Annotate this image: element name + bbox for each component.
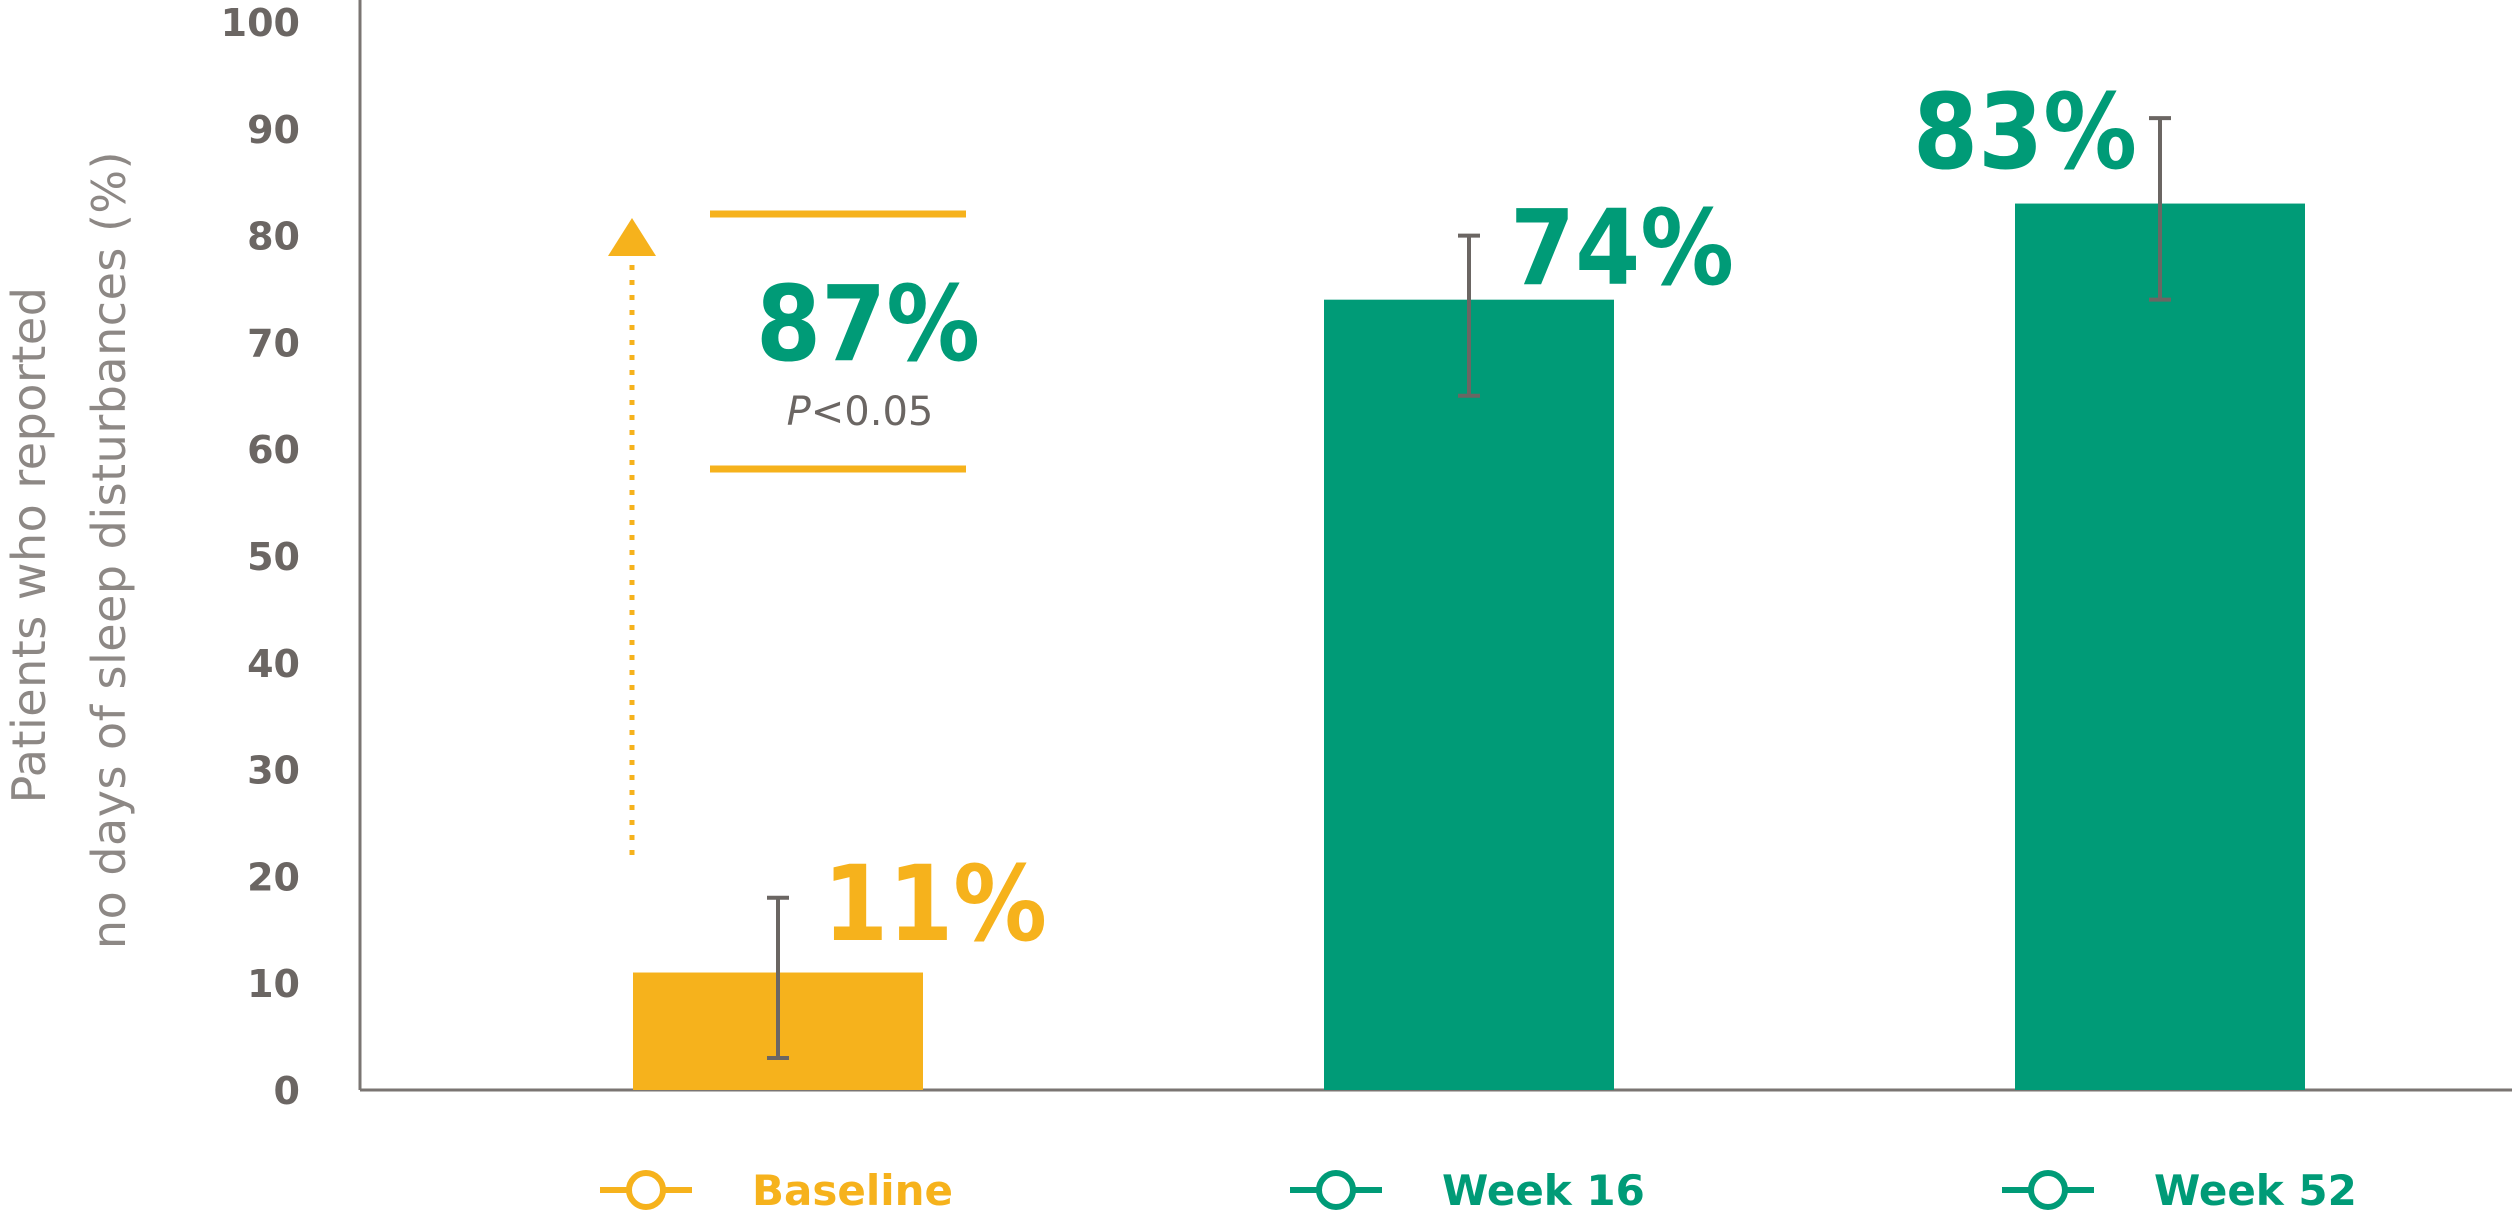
y-tick-label: 80 [247, 215, 300, 259]
legend-label: Week 16 [1442, 1166, 1645, 1215]
p-value-label: P<0.05 [787, 389, 934, 435]
p-threshold: <0.05 [811, 389, 934, 435]
y-tick-label: 50 [247, 535, 300, 579]
y-tick-label: 10 [247, 962, 300, 1006]
legend-item: Week 52 [2002, 1166, 2357, 1215]
y-tick-label: 100 [221, 1, 300, 45]
data-label: 83% [1913, 71, 2137, 193]
y-tick-label: 20 [247, 855, 300, 899]
legend: Baseline Week 16 Week 52 [600, 1166, 2357, 1215]
legend-item: Baseline [600, 1166, 953, 1215]
y-tick-label: 70 [247, 321, 300, 365]
improvement-value-label: 87% [756, 263, 980, 385]
y-tick-label: 60 [247, 428, 300, 472]
y-tick-label: 0 [274, 1069, 300, 1113]
y-axis-title-line1: Patients who reported [2, 287, 56, 804]
bar [2015, 203, 2305, 1090]
legend-item: Week 16 [1290, 1166, 1645, 1215]
legend-marker-icon [1316, 1170, 1356, 1210]
legend-marker-icon [626, 1170, 666, 1210]
y-axis-title-line2: no days of sleep disturbances (%) [82, 151, 136, 949]
y-tick-label: 90 [247, 108, 300, 152]
legend-marker-icon [2028, 1170, 2068, 1210]
improvement-annotation: 87% P<0.05 [608, 210, 980, 855]
legend-label: Week 52 [2154, 1166, 2357, 1215]
bars-group: 11% 74% 83% [633, 71, 2305, 1090]
arrow-up-icon [608, 218, 656, 256]
bar [1324, 299, 1614, 1090]
data-label: 11% [823, 843, 1047, 965]
y-tick-label: 40 [247, 642, 300, 686]
y-tick-label: 30 [247, 749, 300, 793]
data-label: 74% [1510, 187, 1734, 309]
y-axis-title: Patients who reported no days of sleep d… [2, 151, 136, 949]
p-italic: P [787, 389, 812, 435]
legend-label: Baseline [752, 1166, 953, 1215]
